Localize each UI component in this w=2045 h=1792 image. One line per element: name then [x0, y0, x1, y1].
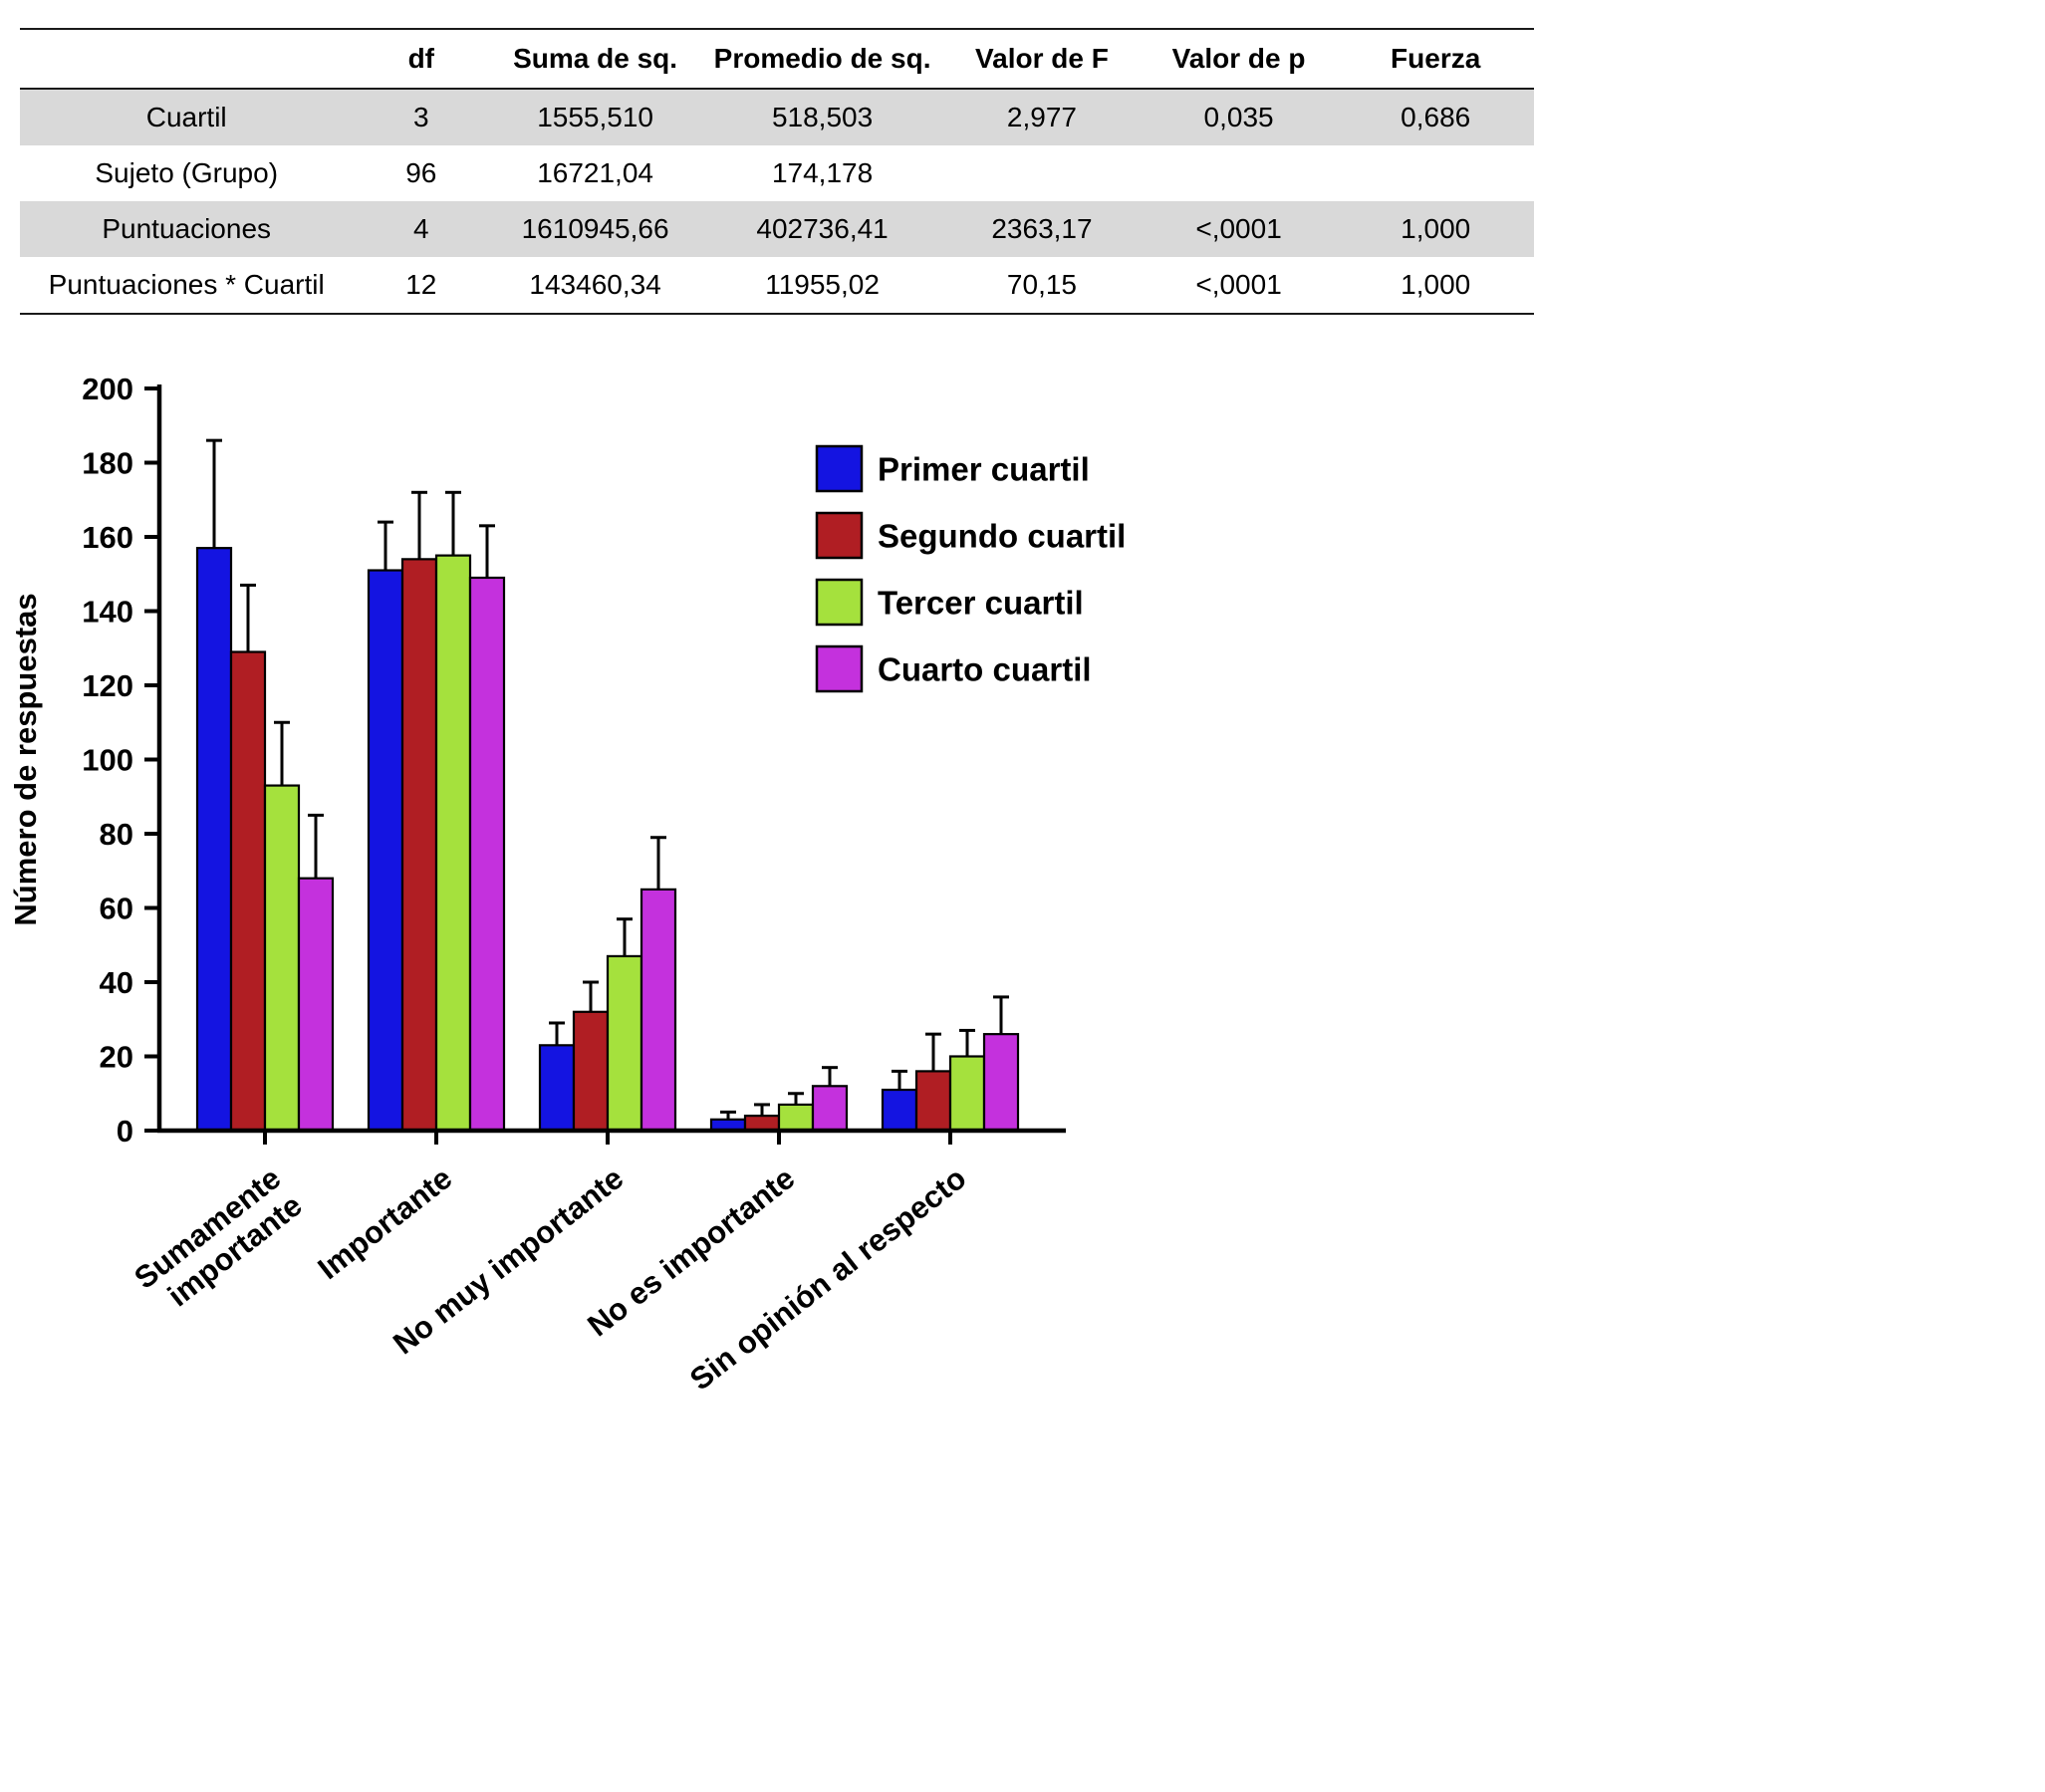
legend-label: Segundo cuartil	[878, 517, 1126, 554]
table-cell	[1337, 145, 1534, 201]
table-cell	[1141, 145, 1338, 201]
legend-swatch	[815, 644, 864, 693]
table-row: Puntuaciones * Cuartil 12 143460,34 11955,0…	[20, 257, 1534, 314]
legend-swatch	[815, 511, 864, 560]
row-label: Cuartil	[145, 102, 227, 132]
table-cell: 16721,04	[537, 157, 653, 188]
column-header: Suma de sq.	[489, 29, 701, 90]
category-label: Importante	[312, 1160, 459, 1286]
legend-swatch	[815, 578, 864, 627]
bar	[263, 784, 301, 1133]
y-tick-label: 100	[82, 742, 133, 777]
table-cell: 1,000	[1401, 269, 1471, 300]
category-label: Sumamenteimportante	[128, 1160, 308, 1323]
table-row: Puntuaciones 4 1610945,66 402736,41 2363,17 <…	[20, 201, 1534, 257]
y-tick-label: 40	[100, 965, 133, 1000]
bar-chart: 0 20 40 60 80 100 120 140 160 180 200 Número de res…	[0, 359, 1175, 1504]
category-label: Sin opinión al respecto	[683, 1160, 972, 1398]
table-cell: 402736,41	[756, 213, 889, 244]
column-header: Promedio de sq.	[700, 29, 944, 90]
bar	[400, 558, 438, 1133]
bar	[948, 1055, 986, 1133]
table-cell: 4	[413, 213, 429, 244]
bar	[195, 547, 233, 1133]
table-cell: 70,15	[1006, 269, 1077, 300]
y-axis-title: Número de respuestas	[8, 593, 43, 925]
anova-table: df Suma de sq. Promedio de sq. Valor de F Va…	[20, 28, 1534, 315]
table-cell: 1610945,66	[521, 213, 669, 244]
y-tick-label: 20	[100, 1039, 133, 1074]
table-cell	[943, 145, 1141, 201]
column-header: Valor de F	[943, 29, 1141, 90]
table-cell: 174,178	[771, 157, 874, 188]
bar	[367, 569, 404, 1133]
bar	[468, 576, 506, 1133]
legend-label: Primer cuartil	[878, 450, 1090, 487]
bar	[572, 1010, 610, 1133]
column-header: df	[353, 29, 490, 90]
y-tick-label: 120	[82, 668, 133, 703]
table-cell: <,0001	[1195, 213, 1282, 244]
row-label: Puntuaciones	[102, 213, 272, 244]
anova-table-body: Cuartil 3 1555,510 518,503 2,977 0,035 0,686 Su…	[20, 89, 1534, 314]
table-cell: 11955,02	[765, 269, 880, 300]
row-label: Puntuaciones * Cuartil	[48, 269, 325, 300]
table-row: Sujeto (Grupo) 96 16721,04 174,178	[20, 145, 1534, 201]
row-label: Sujeto (Grupo)	[95, 157, 279, 188]
y-tick-label: 60	[100, 891, 133, 925]
legend-swatch	[815, 444, 864, 493]
bar	[297, 877, 335, 1133]
legend-label: Tercer cuartil	[878, 584, 1084, 621]
table-cell: 96	[405, 157, 437, 188]
bar-chart-svg: 0 20 40 60 80 100 120 140 160 180 200 Número de res…	[8, 372, 1126, 1398]
bar	[777, 1103, 815, 1133]
table-cell: 0,035	[1203, 102, 1274, 132]
header-row: df Suma de sq. Promedio de sq. Valor de F Va…	[20, 29, 1534, 90]
y-tick-label: 0	[117, 1114, 133, 1149]
column-header: Fuerza	[1337, 29, 1534, 90]
y-tick-label: 200	[82, 372, 133, 406]
table-cell: 0,686	[1401, 102, 1471, 132]
bar	[639, 888, 677, 1133]
bar	[538, 1044, 576, 1133]
y-tick-label: 140	[82, 594, 133, 629]
column-header: Valor de p	[1140, 29, 1338, 90]
table-row: Cuartil 3 1555,510 518,503 2,977 0,035 0,686	[20, 89, 1534, 145]
legend-label: Cuarto cuartil	[878, 650, 1092, 687]
table-cell: <,0001	[1195, 269, 1282, 300]
table-cell: 143460,34	[529, 269, 661, 300]
row-label-header	[20, 29, 354, 90]
bar	[881, 1088, 918, 1133]
bar	[229, 650, 267, 1133]
y-tick-label: 160	[82, 520, 133, 555]
bar	[434, 554, 472, 1133]
bar	[811, 1085, 849, 1133]
table-cell: 12	[405, 269, 437, 300]
table-cell: 3	[413, 102, 429, 132]
table-cell: 1555,510	[537, 102, 653, 132]
bar	[914, 1070, 952, 1133]
table-cell: 2,977	[1006, 102, 1077, 132]
bar	[982, 1033, 1020, 1133]
table-cell: 518,503	[771, 102, 874, 132]
table-cell: 1,000	[1401, 213, 1471, 244]
y-tick-label: 80	[100, 817, 133, 852]
bar	[606, 954, 643, 1133]
y-tick-label: 180	[82, 445, 133, 480]
table-cell: 2363,17	[991, 213, 1093, 244]
anova-table-header: df Suma de sq. Promedio de sq. Valor de F Va…	[20, 29, 1534, 90]
